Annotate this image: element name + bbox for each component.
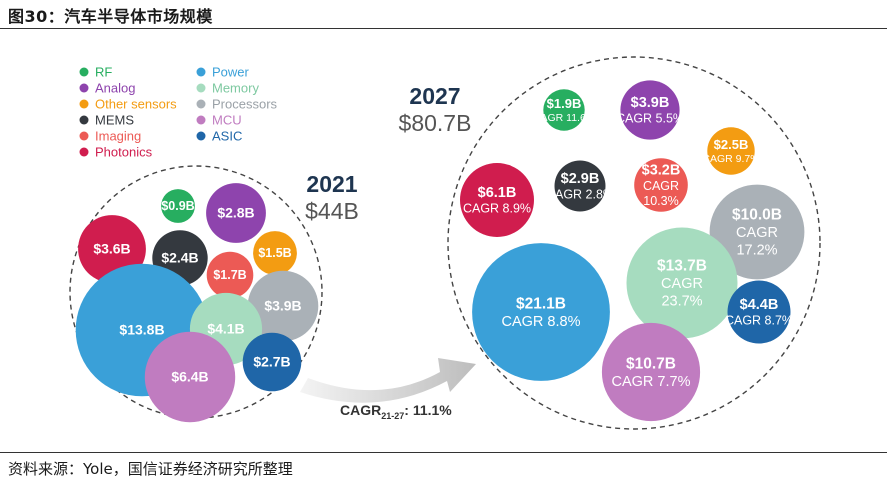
- bubble-cagr-imaging-2027-line2: 10.3%: [643, 194, 678, 208]
- enclosure-2021: [69, 165, 323, 419]
- bubble-value-asic-2021: $2.7B: [253, 354, 290, 370]
- legend-label-memory: Memory: [212, 81, 259, 96]
- bubble-asic-2027: [727, 280, 791, 344]
- legend-marker-mems: [79, 115, 89, 125]
- enclosure-2027: [447, 56, 821, 430]
- bubble-value-photonics-2021: $3.6B: [93, 241, 130, 257]
- bubble-rf-2021: [161, 189, 195, 223]
- bubble-value-power-2027: $21.1B: [516, 295, 566, 312]
- figure-source: 资料来源：Yole，国信证券经济研究所整理: [8, 460, 293, 478]
- legend-marker-other-sensors: [79, 99, 89, 109]
- bubble-rf-2027: [543, 89, 585, 131]
- legend-label-photonics: Photonics: [95, 145, 153, 160]
- bubble-cagr-processors-2027: CAGR: [736, 225, 778, 241]
- bubble-value-memory-2027: $13.7B: [657, 258, 707, 275]
- legend-marker-mcu: [196, 115, 206, 125]
- bubble-cagr-memory-2027-line2: 23.7%: [661, 294, 702, 310]
- bubble-value-other-sensors-2027: $2.5B: [714, 137, 749, 152]
- legend-label-rf: RF: [95, 65, 112, 80]
- bubble-analog-2021: [206, 183, 266, 243]
- legend-label-analog: Analog: [95, 81, 135, 96]
- bubble-value-memory-2021: $4.1B: [207, 321, 244, 337]
- legend-label-asic: ASIC: [212, 129, 242, 144]
- bubble-mcu-2027: [601, 322, 701, 422]
- bubbles: $0.9B $2.8B $3.6B $2.4B $1.5B $1.7B $3.9B $13.8…: [75, 80, 805, 423]
- bubble-value-analog-2027: $3.9B: [631, 95, 670, 111]
- bubble-value-rf-2021: $0.9B: [161, 199, 194, 213]
- bubble-memory-2027: [626, 227, 738, 339]
- legend-label-power: Power: [212, 65, 250, 80]
- overall-cagr-subscript: 21-27: [381, 411, 404, 421]
- bubble-value-mems-2027: $2.9B: [561, 171, 600, 187]
- bubble-other-sensors-2027: [707, 127, 755, 175]
- bubble-processors-2021: [247, 270, 319, 342]
- total-2027-label: $80.7B: [399, 110, 472, 136]
- bubble-value-mcu-2021: $6.4B: [171, 369, 208, 385]
- legend-label-mcu: MCU: [212, 113, 242, 128]
- bubble-value-processors-2027: $10.0B: [732, 207, 782, 224]
- bubble-other-sensors-2021: [253, 231, 297, 275]
- bubble-value-other-sensors-2021: $1.5B: [258, 246, 291, 260]
- bubble-cagr-memory-2027: CAGR: [661, 276, 703, 292]
- total-2021-label: $44B: [305, 198, 359, 224]
- bubble-imaging-2027: [634, 158, 688, 212]
- bubble-value-imaging-2027: $3.2B: [642, 163, 681, 179]
- bubble-cagr-mcu-2027: CAGR 7.7%: [612, 374, 691, 390]
- year-2021-label: 2021: [306, 171, 357, 197]
- bubble-photonics-2027: [460, 163, 534, 237]
- bubble-mcu-2021: [144, 331, 236, 423]
- bubble-value-analog-2021: $2.8B: [217, 205, 254, 221]
- top-rule: [0, 28, 887, 29]
- growth-arrow: [300, 358, 476, 403]
- year-2027-label: 2027: [409, 83, 460, 109]
- bubble-value-processors-2021: $3.9B: [264, 298, 301, 314]
- legend-marker-photonics: [79, 147, 89, 157]
- legend-marker-asic: [196, 131, 206, 141]
- bubble-imaging-2021: [206, 251, 254, 299]
- bubble-mems-2027: [554, 160, 606, 212]
- legend-marker-imaging: [79, 131, 89, 141]
- legend-marker-rf: [79, 67, 89, 77]
- bubble-power-2027: [472, 243, 610, 381]
- overall-cagr-value: : 11.1%: [404, 402, 452, 418]
- bubble-cagr-mems-2027: CAGR 2.8%: [546, 188, 614, 202]
- bubble-analog-2027: [620, 80, 680, 140]
- bubble-cagr-power-2027: CAGR 8.8%: [502, 314, 581, 330]
- overall-cagr-label: CAGR21-27: 11.1%: [340, 402, 452, 421]
- legend-label-imaging: Imaging: [95, 129, 141, 144]
- legend-marker-power: [196, 67, 206, 77]
- overall-cagr-prefix: CAGR: [340, 402, 381, 418]
- bubble-value-rf-2027: $1.9B: [547, 96, 582, 111]
- bubble-cagr-asic-2027: CAGR 8.7%: [725, 314, 793, 328]
- bubble-asic-2021: [242, 332, 302, 392]
- bubble-cagr-other-sensors-2027: CAGR 9.7%: [702, 153, 759, 165]
- bubble-cagr-analog-2027: CAGR 5.5%: [616, 112, 684, 126]
- bubble-value-imaging-2021: $1.7B: [213, 268, 246, 282]
- bubble-value-power-2021: $13.8B: [119, 322, 164, 338]
- legend-label-other-sensors: Other sensors: [95, 97, 177, 112]
- bubble-value-photonics-2027: $6.1B: [478, 185, 517, 201]
- bubble-cagr-imaging-2027: CAGR: [643, 179, 679, 193]
- bubble-value-mcu-2027: $10.7B: [626, 355, 676, 372]
- bubble-value-mems-2021: $2.4B: [161, 250, 198, 266]
- legend-label-mems: MEMS: [95, 113, 134, 128]
- legend-marker-analog: [79, 83, 89, 93]
- legend-marker-memory: [196, 83, 206, 93]
- legend-marker-processors: [196, 99, 206, 109]
- bubble-value-asic-2027: $4.4B: [740, 297, 779, 313]
- bubble-cagr-processors-2027-line2: 17.2%: [736, 243, 777, 259]
- legend-label-processors: Processors: [212, 97, 278, 112]
- bottom-rule: [0, 452, 887, 453]
- bubble-cagr-photonics-2027: CAGR 8.9%: [463, 202, 531, 216]
- figure-title: 图30：汽车半导体市场规模: [8, 7, 213, 26]
- bubble-processors-2027: [709, 184, 805, 280]
- bubble-cagr-rf-2027: CAGR 11.6%: [533, 112, 595, 124]
